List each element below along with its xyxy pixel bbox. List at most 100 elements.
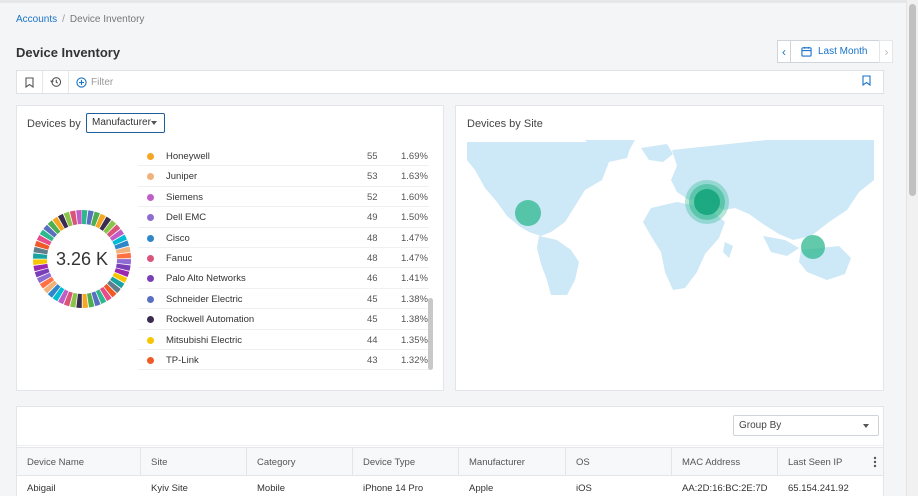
previous-range-button[interactable]: ‹ bbox=[777, 40, 791, 63]
legend-dot bbox=[147, 234, 154, 242]
breadcrumb-accounts-link[interactable]: Accounts bbox=[16, 14, 58, 25]
page-scrollbar[interactable] bbox=[906, 0, 918, 496]
add-filter-icon bbox=[76, 76, 87, 88]
table-row[interactable]: Abigail Kyiv Site Mobile iPhone 14 Pro A… bbox=[17, 477, 883, 496]
manufacturer-name: Palo Alto Networks bbox=[166, 273, 246, 285]
column-header-mac-address[interactable]: MAC Address bbox=[672, 448, 778, 476]
bookmark-icon bbox=[862, 75, 871, 87]
list-item[interactable]: Rockwell Automation 45 1.38% bbox=[138, 309, 429, 330]
list-item[interactable]: Juniper 53 1.63% bbox=[138, 166, 429, 187]
legend-dot bbox=[147, 153, 154, 160]
legend-dot bbox=[147, 275, 154, 283]
page-scrollbar-thumb[interactable] bbox=[909, 4, 916, 196]
manufacturer-percent: 1.47% bbox=[401, 232, 428, 244]
chevron-right-icon: › bbox=[884, 44, 889, 59]
world-map[interactable] bbox=[467, 140, 874, 295]
device-table-card: Group By Device Name Site Category Devic… bbox=[16, 406, 884, 496]
manufacturer-list: Honeywell 55 1.69% Juniper 53 1.63% Siemens 52 1… bbox=[138, 146, 429, 371]
donut-segment[interactable] bbox=[33, 210, 131, 308]
top-border bbox=[0, 0, 906, 3]
calendar-icon bbox=[801, 46, 812, 57]
legend-dot bbox=[147, 173, 154, 181]
page-title: Device Inventory bbox=[16, 45, 121, 60]
site-bubble-asia[interactable] bbox=[801, 235, 825, 259]
site-bubble-europe[interactable] bbox=[685, 180, 729, 224]
group-by-dropdown[interactable]: Group By bbox=[733, 415, 879, 436]
manufacturer-name: Schneider Electric bbox=[166, 293, 243, 305]
legend-dot bbox=[147, 193, 154, 201]
column-header-manufacturer[interactable]: Manufacturer bbox=[459, 448, 566, 476]
next-range-button[interactable]: › bbox=[879, 40, 894, 63]
column-header-device-type[interactable]: Device Type bbox=[353, 448, 459, 476]
list-item[interactable]: Fanuc 48 1.47% bbox=[138, 248, 429, 269]
manufacturer-percent: 1.38% bbox=[401, 293, 428, 305]
column-header-last-seen-ip[interactable]: Last Seen IP bbox=[788, 457, 843, 468]
cell-device-name: Abigail bbox=[27, 483, 56, 494]
filter-placeholder: Filter bbox=[91, 76, 114, 88]
breadcrumb: Accounts / Device Inventory bbox=[16, 14, 144, 25]
history-icon bbox=[49, 77, 61, 87]
cell-device-type: iPhone 14 Pro bbox=[363, 483, 424, 494]
filter-input[interactable]: Filter bbox=[76, 77, 113, 88]
column-header-device-name[interactable]: Device Name bbox=[17, 448, 141, 476]
site-bubble-americas[interactable] bbox=[515, 200, 541, 226]
date-range-button[interactable]: Last Month bbox=[791, 40, 880, 63]
column-header-os[interactable]: OS bbox=[566, 448, 672, 476]
donut-svg bbox=[33, 210, 131, 308]
manufacturer-count: 48 bbox=[367, 252, 378, 264]
caret-down-icon bbox=[863, 424, 869, 428]
devices-by-card: Devices by Manufacturer 3.26 K Honeywell… bbox=[16, 105, 444, 391]
legend-dot bbox=[147, 254, 154, 262]
manufacturer-count: 46 bbox=[367, 273, 378, 285]
breadcrumb-separator: / bbox=[62, 14, 65, 25]
saved-filters-button[interactable] bbox=[17, 71, 43, 93]
manufacturer-percent: 1.63% bbox=[401, 171, 428, 183]
manufacturer-count: 55 bbox=[367, 151, 378, 162]
land-masses bbox=[467, 140, 874, 295]
more-vertical-icon bbox=[873, 456, 877, 468]
manufacturer-percent: 1.60% bbox=[401, 191, 428, 203]
manufacturer-donut-chart: 3.26 K bbox=[31, 208, 133, 310]
cell-site: Kyiv Site bbox=[151, 483, 188, 494]
group-selector-dropdown[interactable]: Manufacturer bbox=[86, 113, 165, 133]
list-item[interactable]: Palo Alto Networks 46 1.41% bbox=[138, 268, 429, 289]
list-item[interactable]: Schneider Electric 45 1.38% bbox=[138, 289, 429, 310]
manufacturer-count: 44 bbox=[367, 334, 378, 346]
list-item[interactable]: Cisco 48 1.47% bbox=[138, 228, 429, 248]
manufacturer-count: 48 bbox=[367, 232, 378, 244]
manufacturer-name: Honeywell bbox=[166, 151, 210, 162]
caret-down-icon bbox=[151, 121, 157, 125]
manufacturer-percent: 1.69% bbox=[401, 151, 428, 162]
devices-by-site-title: Devices by Site bbox=[467, 118, 543, 130]
column-header-site[interactable]: Site bbox=[141, 448, 247, 476]
manufacturer-percent: 1.47% bbox=[401, 252, 428, 264]
cell-os: iOS bbox=[576, 483, 592, 494]
donut-total: 3.26 K bbox=[55, 248, 109, 269]
manufacturer-name: Mitsubishi Electric bbox=[166, 334, 243, 346]
manufacturer-name: Juniper bbox=[166, 171, 198, 183]
list-item[interactable]: TP-Link 43 1.32% bbox=[138, 350, 429, 371]
manufacturer-count: 52 bbox=[367, 191, 378, 203]
manufacturer-percent: 1.32% bbox=[401, 354, 428, 366]
save-filter-button[interactable] bbox=[862, 75, 871, 89]
list-item[interactable]: Mitsubishi Electric 44 1.35% bbox=[138, 330, 429, 350]
legend-dot bbox=[147, 295, 154, 303]
manufacturer-name: Rockwell Automation bbox=[166, 314, 255, 326]
manufacturer-count: 53 bbox=[367, 171, 378, 183]
column-header-category[interactable]: Category bbox=[247, 448, 353, 476]
filter-history-button[interactable] bbox=[43, 71, 69, 93]
table-divider bbox=[17, 445, 883, 446]
manufacturer-percent: 1.50% bbox=[401, 212, 428, 224]
date-range-label: Last Month bbox=[818, 46, 868, 57]
legend-dot bbox=[147, 336, 154, 344]
manufacturer-list-scrollbar[interactable] bbox=[428, 298, 433, 370]
list-item[interactable]: Honeywell 55 1.69% bbox=[138, 146, 429, 167]
cell-mac-address: AA:2D:16:BC:2E:7D bbox=[682, 483, 768, 494]
list-item[interactable]: Dell EMC 49 1.50% bbox=[138, 207, 429, 228]
list-item[interactable]: Siemens 52 1.60% bbox=[138, 187, 429, 208]
column-menu-button[interactable] bbox=[867, 448, 883, 476]
devices-by-title: Devices by bbox=[27, 118, 81, 130]
table-header: Device Name Site Category Device Type Ma… bbox=[17, 447, 883, 476]
manufacturer-count: 45 bbox=[367, 293, 378, 305]
manufacturer-name: Siemens bbox=[166, 191, 203, 203]
